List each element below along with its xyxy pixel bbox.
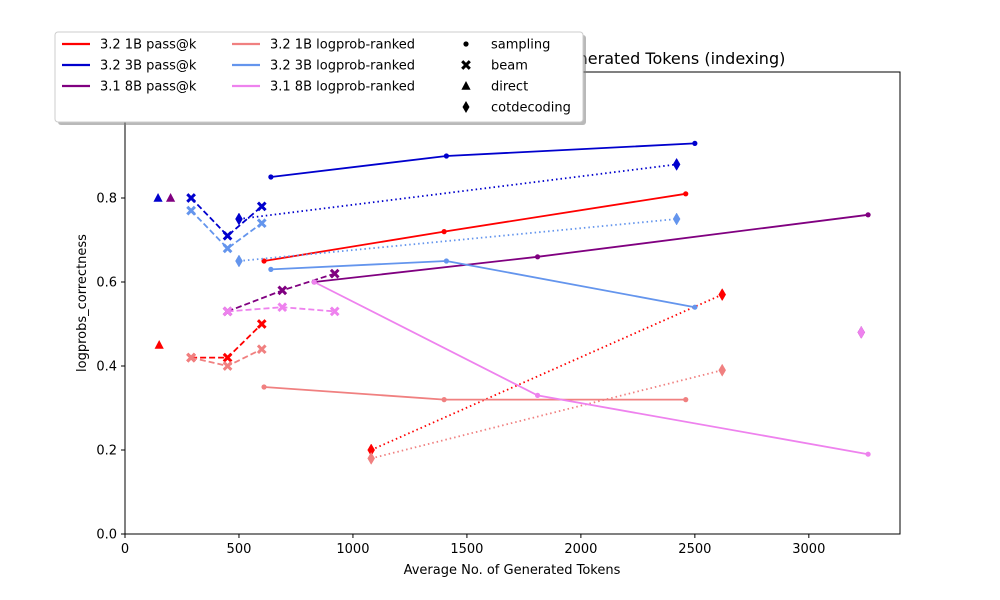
series-3-2-1b-pass-k-direct: [154, 340, 164, 349]
series-line-3-2-3b-pass-k-cotdecoding: [238, 163, 677, 220]
series-3-2-3b-pass-k-beam: [186, 193, 267, 241]
data-point-3-2-1b-pass-k-sampling: [261, 258, 267, 264]
series-3-2-1b-pass-k-cotdecoding: [367, 288, 726, 457]
legend-label: 3.2 3B logprob-ranked: [270, 59, 415, 74]
data-point-3-2-1b-logprob-ranked-cotdecoding: [718, 363, 726, 377]
legend-label: 3.2 1B logprob-ranked: [270, 38, 415, 53]
legend-label: 3.2 1B pass@k: [100, 38, 197, 53]
data-point-3-2-3b-logprob-ranked-sampling: [692, 304, 698, 310]
legend-method-label: cotdecoding: [491, 101, 571, 116]
data-point-3-2-3b-pass-k-sampling: [268, 174, 274, 180]
data-point-3-2-3b-pass-k-cotdecoding: [672, 157, 681, 171]
x-axis-title: Average No. of Generated Tokens: [404, 563, 621, 578]
legend: 3.2 1B pass@k 3.2 3B pass@k 3.1 8B pass@k 3…: [54, 31, 586, 125]
data-point-3-2-3b-logprob-ranked-sampling: [443, 258, 449, 264]
data-point-3-2-3b-logprob-ranked-beam: [256, 218, 267, 229]
legend-method-label: sampling: [491, 38, 550, 53]
data-point-3-2-3b-pass-k-sampling: [443, 153, 449, 159]
legend-marker-direct: [461, 81, 471, 90]
data-point-3-2-1b-logprob-ranked-beam: [186, 352, 196, 363]
x-tick-label: 2000: [564, 542, 597, 557]
series-3-1-8b-logprob-ranked-sampling: [311, 279, 871, 457]
series-3-1-8b-logprob-ranked-beam: [222, 302, 340, 317]
data-point-3-2-3b-pass-k-cotdecoding: [235, 212, 243, 226]
data-point-3-2-1b-pass-k-beam: [256, 319, 267, 329]
data-point-3-2-1b-pass-k-cotdecoding: [718, 288, 726, 302]
series-3-2-3b-pass-k-cotdecoding: [235, 157, 681, 226]
y-tick-label: 0.0: [96, 528, 117, 543]
data-point-3-2-3b-pass-k-sampling: [692, 140, 698, 146]
y-tick-label: 0.2: [96, 444, 117, 459]
x-tick-label: 1500: [450, 542, 483, 557]
data-point-3-2-3b-logprob-ranked-beam: [186, 205, 196, 216]
data-point-3-1-8b-logprob-ranked-sampling: [534, 392, 541, 398]
data-point-3-1-8b-logprob-ranked-cotdecoding: [857, 325, 866, 339]
legend-method-label: direct: [491, 80, 528, 95]
series-3-2-3b-logprob-ranked-beam: [186, 205, 267, 254]
y-axis-title: logprobs_correctness: [75, 234, 90, 372]
series-3-2-1b-pass-k-sampling: [261, 191, 689, 264]
data-point-3-1-8b-pass-k-direct: [165, 193, 176, 202]
y-tick-label: 0.6: [96, 276, 117, 291]
data-point-3-1-8b-pass-k-sampling: [865, 212, 871, 218]
series-3-2-1b-logprob-ranked-beam: [186, 344, 267, 371]
data-point-3-2-3b-pass-k-beam: [256, 201, 267, 212]
data-point-3-2-3b-logprob-ranked-cotdecoding: [672, 212, 681, 226]
data-point-3-1-8b-pass-k-beam: [329, 268, 340, 279]
data-point-3-1-8b-logprob-ranked-sampling: [311, 279, 317, 285]
series-3-2-3b-logprob-ranked-sampling: [268, 258, 698, 310]
data-point-3-1-8b-logprob-ranked-beam: [222, 306, 233, 317]
data-point-3-2-1b-pass-k-sampling: [683, 191, 689, 197]
data-point-3-2-1b-logprob-ranked-sampling: [261, 384, 267, 390]
series-3-2-3b-pass-k-sampling: [268, 140, 698, 180]
data-point-3-1-8b-logprob-ranked-sampling: [865, 451, 871, 457]
data-point-3-1-8b-pass-k-sampling: [534, 254, 541, 260]
legend-label: 3.1 8B logprob-ranked: [270, 80, 415, 95]
data-point-3-2-1b-logprob-ranked-sampling: [683, 397, 689, 403]
series-layer: [153, 140, 871, 465]
data-point-3-2-1b-logprob-ranked-cotdecoding: [367, 451, 375, 465]
legend-marker-cotdecoding: [462, 101, 470, 113]
x-tick-label: 0: [121, 542, 129, 557]
series-3-2-3b-pass-k-direct: [153, 193, 163, 202]
y-tick-label: 0.4: [96, 360, 117, 375]
series-line-3-2-3b-logprob-ranked-cotdecoding: [238, 218, 677, 262]
data-point-3-2-1b-logprob-ranked-sampling: [441, 397, 447, 403]
data-point-3-2-3b-logprob-ranked-cotdecoding: [235, 254, 243, 268]
data-point-3-2-3b-logprob-ranked-beam: [222, 243, 233, 254]
data-point-3-1-8b-pass-k-beam: [277, 285, 288, 296]
data-point-3-1-8b-logprob-ranked-beam: [329, 306, 340, 317]
data-point-3-2-3b-pass-k-beam: [186, 193, 196, 203]
data-point-3-2-3b-logprob-ranked-sampling: [268, 266, 274, 272]
y-tick-label: 0.8: [96, 192, 117, 207]
series-3-2-1b-logprob-ranked-sampling: [261, 384, 689, 403]
series-3-2-1b-logprob-ranked-cotdecoding: [367, 363, 726, 465]
data-point-3-2-3b-pass-k-beam: [222, 230, 233, 241]
legend-label: 3.1 8B pass@k: [100, 80, 197, 95]
data-point-3-2-1b-pass-k-beam: [222, 352, 233, 363]
x-tick-label: 500: [227, 542, 252, 557]
data-point-3-2-1b-logprob-ranked-beam: [256, 344, 267, 355]
x-tick-label: 3000: [792, 542, 825, 557]
legend-label: 3.2 3B pass@k: [100, 59, 197, 74]
legend-marker-sampling: [463, 41, 469, 47]
series-3-2-3b-logprob-ranked-cotdecoding: [235, 212, 681, 268]
legend-method-label: beam: [491, 59, 528, 74]
series-3-1-8b-pass-k-direct: [165, 193, 176, 202]
data-point-3-2-1b-pass-k-direct: [154, 340, 164, 349]
data-point-3-2-1b-logprob-ranked-beam: [222, 361, 233, 371]
x-tick-label: 2500: [678, 542, 711, 557]
series-line-3-2-1b-logprob-ranked-cotdecoding: [370, 369, 723, 460]
data-point-3-1-8b-logprob-ranked-beam: [277, 302, 288, 313]
x-tick-label: 1000: [336, 542, 369, 557]
series-line-3-2-3b-pass-k-beam: [190, 197, 263, 238]
data-point-3-2-3b-pass-k-direct: [153, 193, 163, 202]
data-point-3-2-1b-pass-k-sampling: [441, 229, 447, 235]
legend-box: [54, 31, 584, 123]
series-3-1-8b-logprob-ranked-cotdecoding: [857, 325, 866, 339]
legend-marker-beam: [461, 60, 471, 70]
series-line-3-2-1b-pass-k-cotdecoding: [370, 293, 723, 451]
